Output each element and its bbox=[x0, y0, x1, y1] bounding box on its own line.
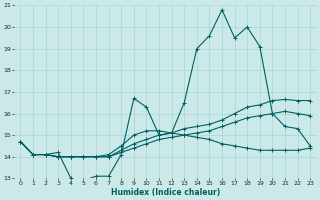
X-axis label: Humidex (Indice chaleur): Humidex (Indice chaleur) bbox=[111, 188, 220, 197]
